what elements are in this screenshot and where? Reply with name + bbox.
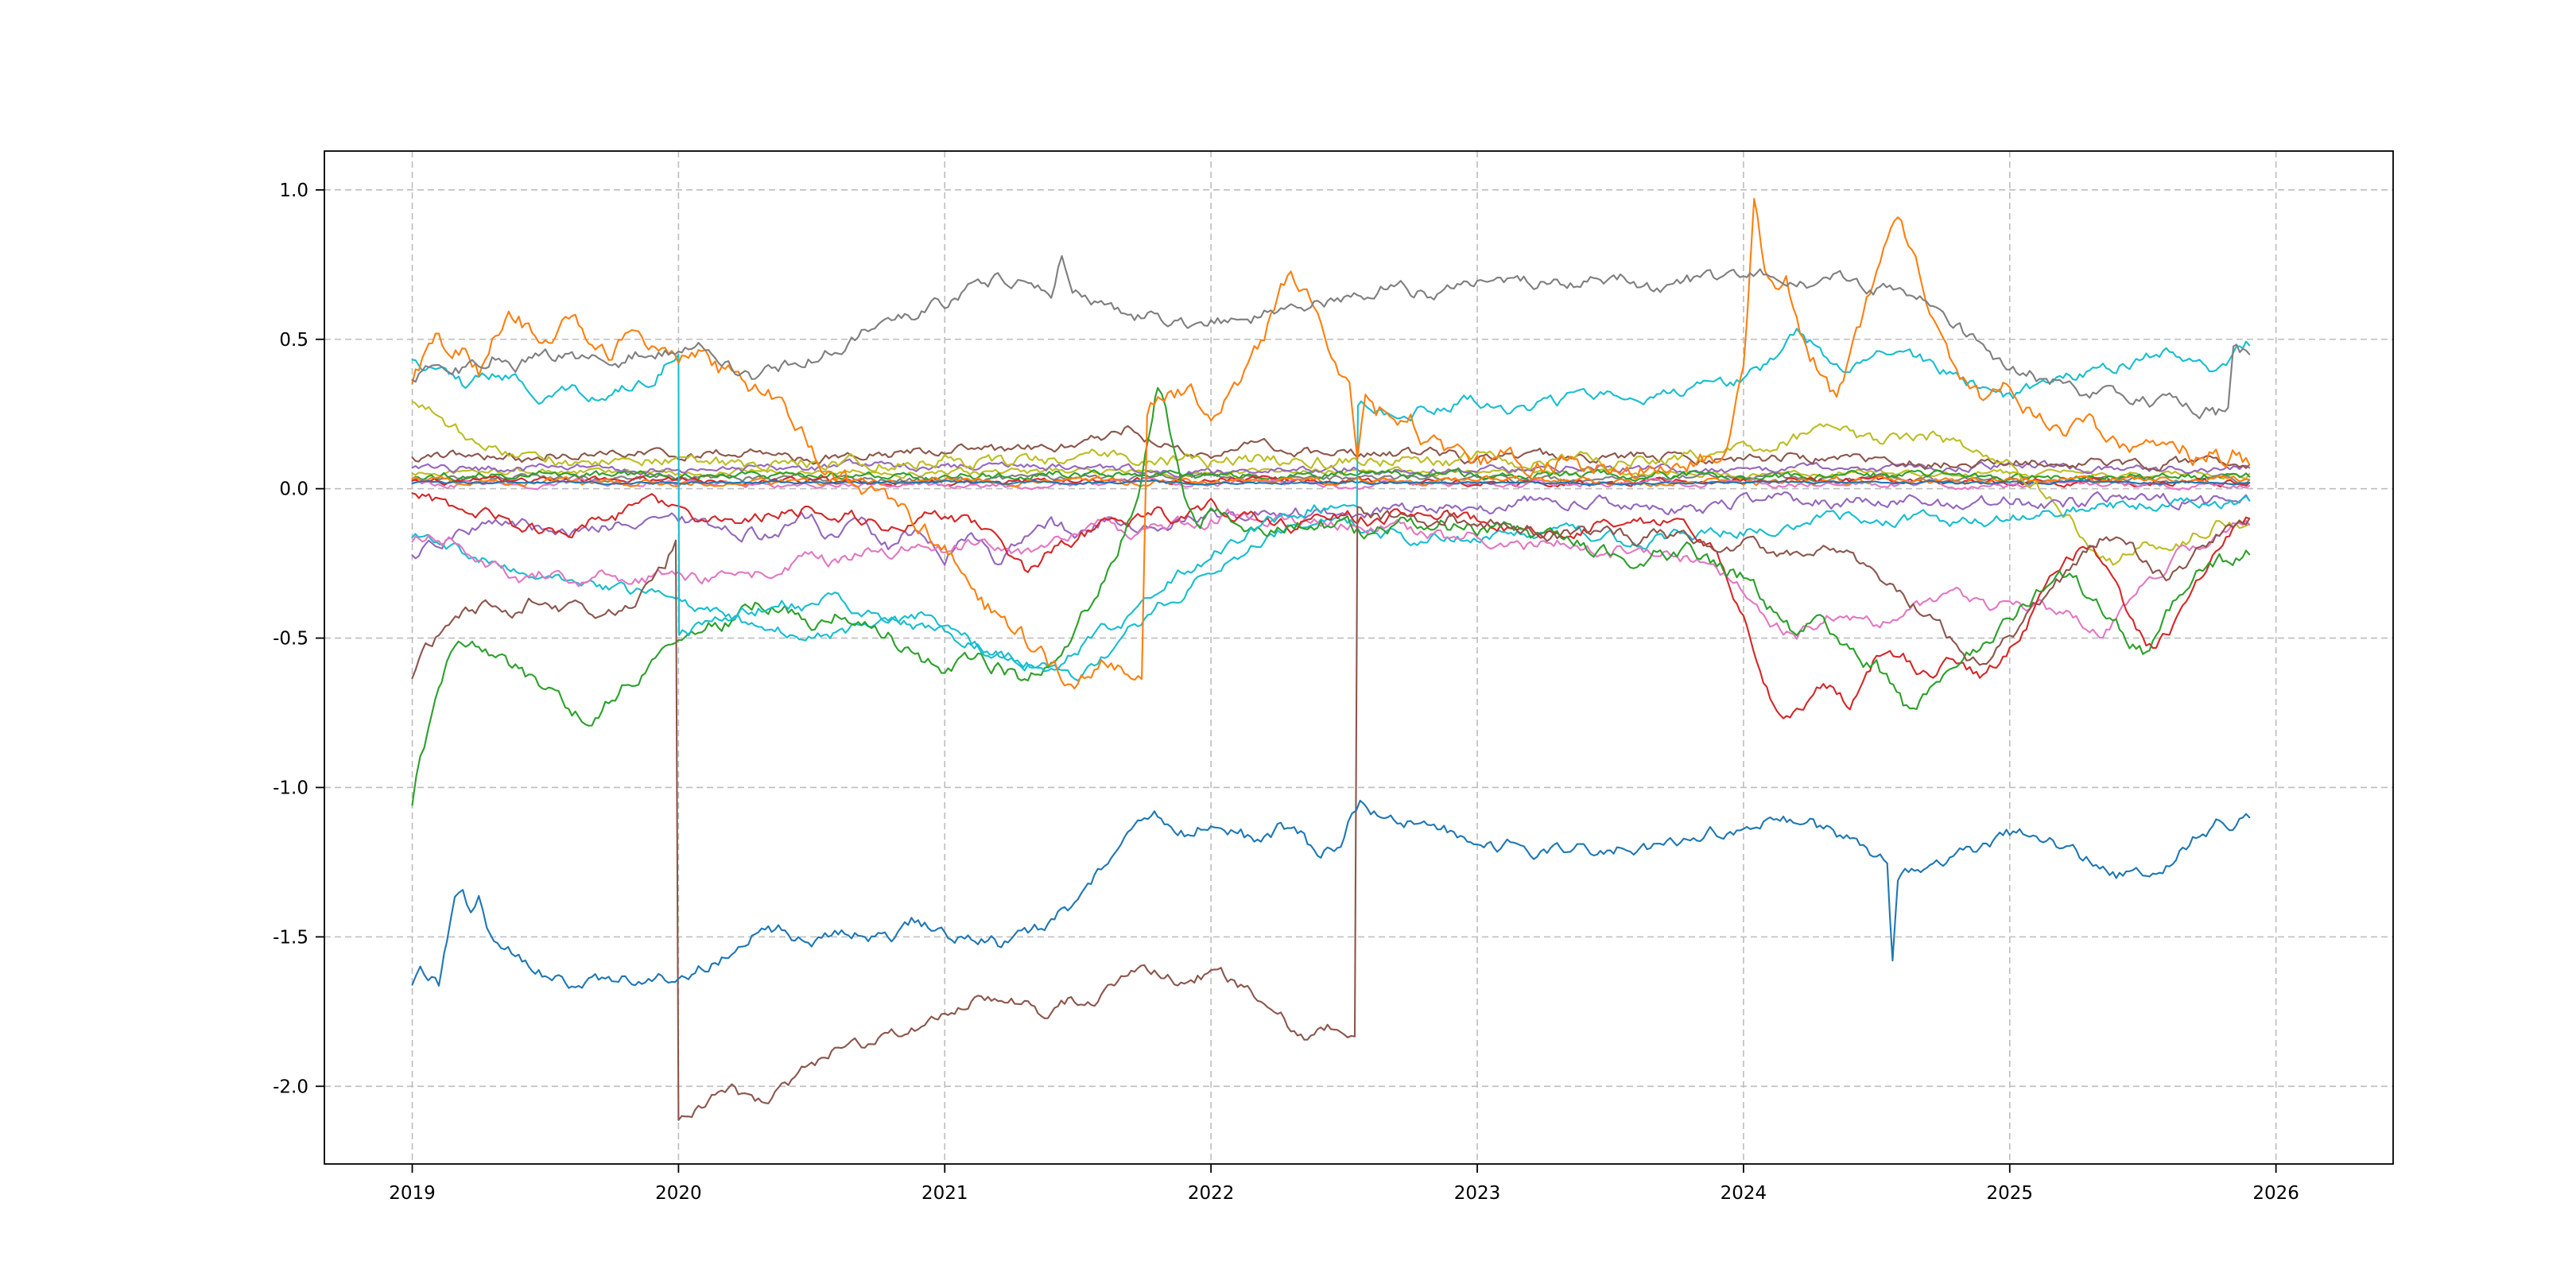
y-tick-label: -1.0 (273, 778, 308, 798)
x-tick-label: 2026 (2252, 1183, 2299, 1204)
x-axis: 2019 2020 2021 2022 2023 2024 2025 2026 (389, 1183, 2299, 1204)
x-tick-label: 2022 (1188, 1183, 1235, 1204)
series-line-red-mid (411, 492, 2251, 720)
series-line-purple-lower (411, 491, 2251, 566)
x-tick-label: 2023 (1454, 1183, 1501, 1204)
x-tick-label: 2025 (1987, 1183, 2034, 1204)
y-tick-label: 0.5 (279, 330, 308, 351)
y-axis: 1.0 0.5 0.0 -0.5 -1.0 -1.5 -2.0 (273, 180, 308, 1097)
x-tick-label: 2020 (655, 1183, 702, 1204)
x-tick-label: 2024 (1721, 1183, 1767, 1204)
y-tick-label: -0.5 (273, 629, 308, 650)
series-line-brown-band (411, 425, 2251, 472)
series-lines (411, 197, 2251, 1121)
y-tick-label: 1.0 (279, 180, 308, 201)
series-line-green-band (411, 467, 2251, 483)
series-line-cyan-lower (411, 495, 2251, 682)
tick-marks (316, 188, 2277, 1173)
series-line-blue-bottom (411, 799, 2251, 989)
y-tick-label: -1.5 (273, 927, 308, 948)
series-line-pink-lower (411, 508, 2251, 640)
series-line-olive-main (411, 400, 2251, 566)
plot-border (324, 150, 2394, 1165)
x-tick-label: 2021 (921, 1183, 968, 1204)
series-line-gray-upper (411, 254, 2251, 420)
x-tick-label: 2019 (389, 1183, 436, 1204)
series-line-brown-jump (411, 506, 2251, 1121)
series-line-green-deep (411, 386, 2251, 806)
series-line-cyan-jump (411, 328, 2251, 673)
series-line-olive-band (411, 466, 2251, 481)
y-tick-label: -2.0 (273, 1077, 308, 1097)
series-line-orange-band (411, 475, 2251, 487)
series-line-orange-volatile (411, 197, 2251, 690)
series-line-blue-flat (411, 479, 2251, 486)
y-tick-label: 0.0 (279, 479, 308, 500)
